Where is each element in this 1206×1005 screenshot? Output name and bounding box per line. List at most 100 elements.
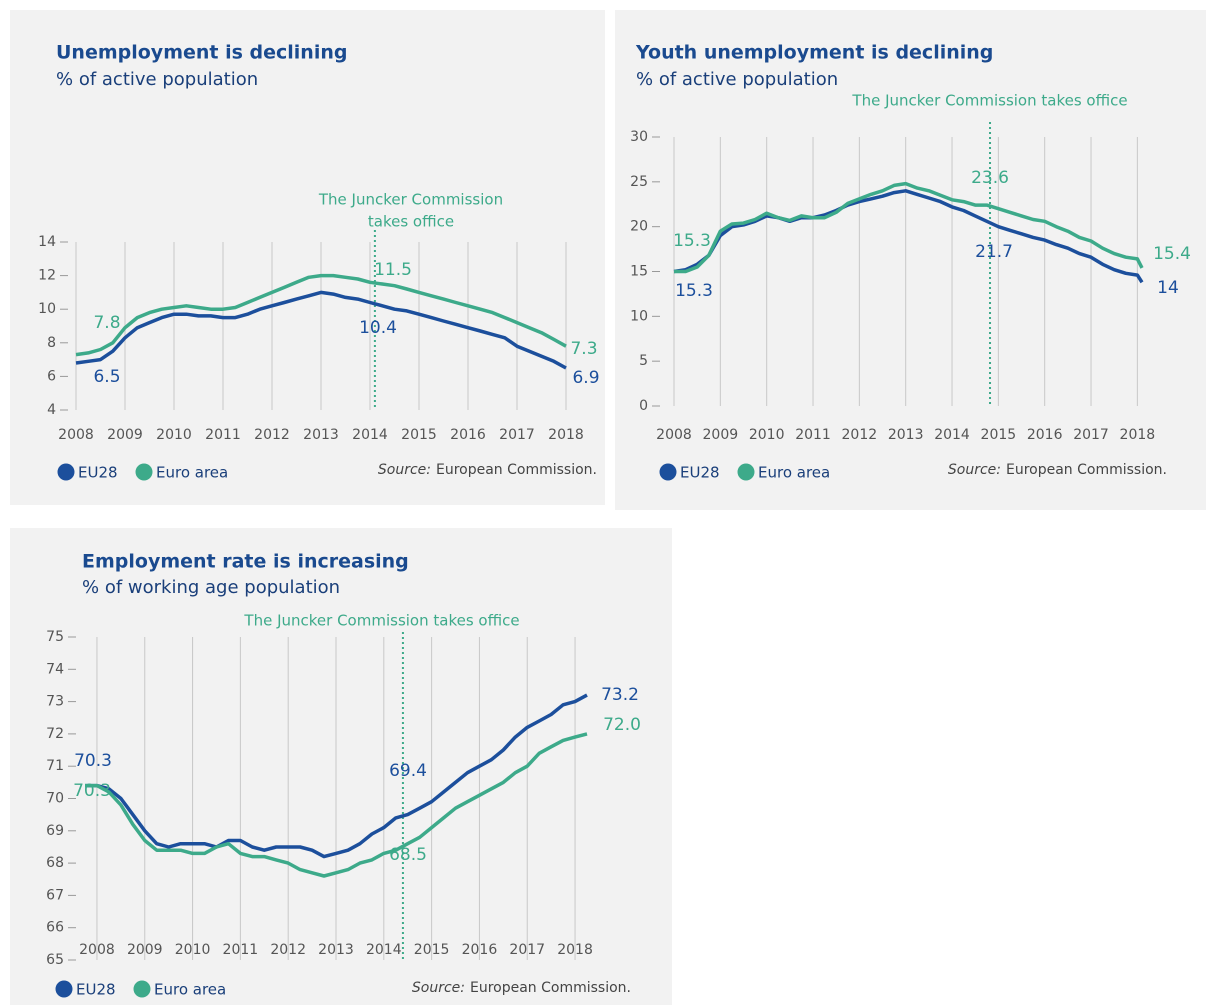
x-tick-label: 2009 <box>127 942 163 958</box>
data-annotation: 21.7 <box>975 242 1013 262</box>
event-label: The Juncker Commission takes office <box>851 92 1127 110</box>
chart-title: Youth unemployment is declining <box>635 42 993 64</box>
data-annotation: 6.9 <box>572 368 599 388</box>
series-line <box>85 732 588 878</box>
data-annotation: 15.3 <box>673 231 711 251</box>
y-tick-label: 65 <box>46 952 64 968</box>
legend-label: Euro area <box>758 464 830 482</box>
legend-swatch <box>57 463 75 481</box>
data-annotation: 73.2 <box>601 685 639 705</box>
chart-subtitle: % of active population <box>56 69 258 90</box>
y-tick-label: 68 <box>46 855 64 871</box>
y-tick-label: 72 <box>46 726 64 742</box>
event-label: takes office <box>368 213 454 231</box>
y-tick-label: 75 <box>46 629 64 645</box>
y-tick-label: 30 <box>630 129 648 145</box>
y-tick-label: 10 <box>630 308 648 324</box>
x-tick-label: 2009 <box>107 427 143 443</box>
x-tick-label: 2009 <box>703 427 739 443</box>
legend-swatch <box>659 463 677 481</box>
data-annotation: 15.3 <box>675 281 713 301</box>
legend-swatch <box>133 980 151 998</box>
y-tick-label: 66 <box>46 920 64 936</box>
x-tick-label: 2014 <box>366 942 402 958</box>
y-tick-label: 70 <box>46 791 64 807</box>
x-tick-label: 2012 <box>254 427 290 443</box>
y-tick-label: 14 <box>38 234 56 250</box>
event-label: The Juncker Commission takes office <box>243 612 519 630</box>
x-tick-label: 2017 <box>509 942 545 958</box>
x-tick-label: 2018 <box>1120 427 1156 443</box>
x-tick-label: 2013 <box>318 942 354 958</box>
x-tick-label: 2008 <box>656 427 692 443</box>
x-tick-label: 2014 <box>934 427 970 443</box>
legend-swatch <box>135 463 153 481</box>
data-annotation: 70.3 <box>74 751 112 771</box>
chart-subtitle: % of working age population <box>82 577 340 598</box>
y-tick-label: 67 <box>46 887 64 903</box>
x-tick-label: 2015 <box>401 427 437 443</box>
source-note: Source: European Commission. <box>948 462 1167 478</box>
x-tick-label: 2011 <box>223 942 259 958</box>
x-tick-label: 2018 <box>557 942 593 958</box>
data-annotation: 72.0 <box>603 715 641 735</box>
y-tick-label: 0 <box>639 398 648 414</box>
data-annotation: 10.4 <box>359 318 397 338</box>
x-tick-label: 2016 <box>1027 427 1063 443</box>
x-tick-label: 2015 <box>414 942 450 958</box>
source-note: Source: European Commission. <box>412 980 631 996</box>
data-annotation: 7.3 <box>570 339 597 359</box>
legend-label: EU28 <box>680 464 720 482</box>
x-tick-label: 2011 <box>205 427 241 443</box>
legend-swatch <box>55 980 73 998</box>
x-tick-label: 2013 <box>888 427 924 443</box>
data-annotation: 14 <box>1157 278 1179 298</box>
source-note: Source: European Commission. <box>378 462 597 478</box>
legend-label: EU28 <box>76 981 116 999</box>
legend-label: Euro area <box>154 981 226 999</box>
panel <box>615 10 1206 510</box>
data-annotation: 7.8 <box>93 313 120 333</box>
y-tick-label: 5 <box>639 353 648 369</box>
x-tick-label: 2015 <box>981 427 1017 443</box>
data-annotation: 6.5 <box>93 367 120 387</box>
x-tick-label: 2016 <box>450 427 486 443</box>
source-label: Source: <box>948 462 1001 478</box>
x-tick-label: 2013 <box>303 427 339 443</box>
event-label: The Juncker Commission <box>318 191 503 209</box>
y-tick-label: 15 <box>630 264 648 280</box>
panel <box>10 528 672 1005</box>
legend-swatch <box>737 463 755 481</box>
x-tick-label: 2008 <box>79 942 115 958</box>
data-annotation: 69.4 <box>389 761 427 781</box>
x-tick-label: 2010 <box>175 942 211 958</box>
legend-label: Euro area <box>156 464 228 482</box>
source-label: Source: <box>378 462 431 478</box>
x-tick-label: 2010 <box>749 427 785 443</box>
y-tick-label: 20 <box>630 219 648 235</box>
chart-subtitle: % of active population <box>636 69 838 90</box>
data-annotation: 11.5 <box>374 260 412 280</box>
data-annotation: 23.6 <box>971 168 1009 188</box>
data-annotation: 70.3 <box>73 781 111 801</box>
x-tick-label: 2017 <box>1073 427 1109 443</box>
source-label: Source: <box>412 980 465 996</box>
source-text: European Commission. <box>436 462 597 478</box>
x-tick-label: 2012 <box>270 942 306 958</box>
source-text: European Commission. <box>1006 462 1167 478</box>
data-annotation: 68.5 <box>389 845 427 865</box>
y-tick-label: 25 <box>630 174 648 190</box>
y-tick-label: 6 <box>47 368 56 384</box>
x-tick-label: 2011 <box>795 427 831 443</box>
x-tick-label: 2014 <box>352 427 388 443</box>
x-tick-label: 2017 <box>499 427 535 443</box>
source-text: European Commission. <box>470 980 631 996</box>
x-tick-label: 2008 <box>58 427 94 443</box>
y-tick-label: 74 <box>46 661 64 677</box>
series-line <box>674 181 1144 274</box>
x-tick-label: 2012 <box>842 427 878 443</box>
series-line <box>75 290 567 370</box>
chart-title: Unemployment is declining <box>56 42 347 64</box>
y-tick-label: 73 <box>46 694 64 710</box>
